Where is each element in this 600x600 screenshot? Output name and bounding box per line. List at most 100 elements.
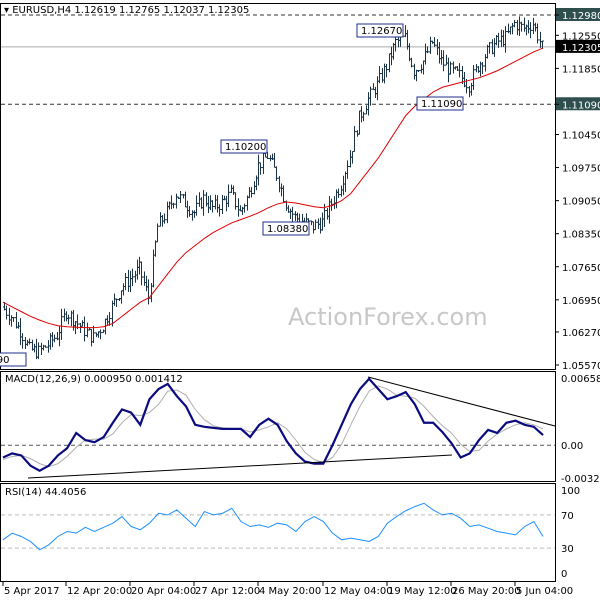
price-panel: 1.12670 1.10200 1.08380 1.11090 5690 bbox=[0, 14, 555, 367]
price-panel-frame bbox=[0, 3, 556, 370]
time-tick-label: 20 Apr 04:00 bbox=[131, 586, 196, 597]
price-bar bbox=[159, 212, 162, 227]
price-bar bbox=[312, 221, 315, 234]
price-bar bbox=[223, 195, 226, 201]
price-bar bbox=[81, 320, 84, 327]
price-annotation-label: 1.12670 bbox=[361, 26, 402, 37]
price-bar bbox=[429, 36, 432, 54]
price-bar bbox=[294, 211, 297, 222]
rsi-panel-frame bbox=[0, 483, 556, 582]
time-tick-label: 19 May 12:00 bbox=[388, 586, 457, 597]
price-bar bbox=[163, 213, 166, 224]
price-bar bbox=[58, 326, 61, 347]
price-bar bbox=[234, 192, 237, 210]
rsi-panel bbox=[1, 502, 555, 551]
macd-support-trendline bbox=[27, 454, 453, 479]
macd-line bbox=[2, 377, 544, 473]
price-tag bbox=[556, 39, 600, 53]
price-bar bbox=[353, 126, 356, 152]
price-bar bbox=[145, 275, 148, 292]
price-bar bbox=[385, 63, 388, 78]
price-bar bbox=[360, 106, 363, 123]
price-bar bbox=[449, 61, 452, 75]
price-bar bbox=[321, 212, 324, 231]
price-tick-label: 1.09050 bbox=[562, 197, 600, 208]
price-bar bbox=[378, 65, 381, 84]
price-tick-label: 1.11090 bbox=[562, 100, 600, 111]
price-bar bbox=[330, 198, 333, 211]
price-bar bbox=[136, 259, 139, 280]
price-bar bbox=[392, 42, 395, 60]
price-bar bbox=[511, 23, 514, 35]
price-tick-label: 1.06950 bbox=[562, 296, 600, 307]
price-bar bbox=[216, 195, 219, 213]
price-bar bbox=[147, 279, 150, 305]
price-bar bbox=[426, 46, 429, 54]
price-tag bbox=[556, 8, 600, 21]
price-bar bbox=[140, 261, 143, 286]
price-bar bbox=[207, 195, 210, 214]
price-bar bbox=[237, 198, 240, 217]
price-bar bbox=[317, 218, 320, 229]
price-bar bbox=[193, 210, 196, 218]
price-bar bbox=[328, 196, 331, 224]
price-bar bbox=[122, 283, 125, 296]
price-bar bbox=[250, 187, 253, 198]
time-tick-label: 26 May 20:00 bbox=[452, 586, 521, 597]
price-bar bbox=[214, 194, 217, 210]
macd-tick-label: -0.003208 bbox=[561, 474, 600, 485]
price-bar bbox=[356, 130, 359, 137]
dropdown-icon[interactable]: ▾ bbox=[4, 5, 12, 16]
price-bar bbox=[273, 152, 276, 168]
price-bar bbox=[390, 46, 393, 66]
moving-average-line bbox=[2, 47, 544, 329]
price-bar bbox=[232, 185, 235, 195]
time-tick-label: 12 Apr 20:00 bbox=[67, 586, 132, 597]
price-bar bbox=[280, 183, 283, 197]
price-bar bbox=[143, 271, 146, 286]
price-bar bbox=[319, 217, 322, 234]
price-bar bbox=[481, 61, 484, 74]
macd-tick-label: 0.00 bbox=[561, 441, 583, 452]
price-tick-label: 1.09750 bbox=[562, 164, 600, 175]
price-bar bbox=[442, 50, 445, 72]
price-bar bbox=[532, 17, 535, 34]
price-bar bbox=[65, 311, 68, 322]
price-bar bbox=[99, 329, 102, 340]
macd-panel-frame bbox=[0, 371, 556, 482]
price-bar bbox=[410, 57, 413, 68]
time-tick-label: 5 Apr 2017 bbox=[4, 586, 59, 597]
price-bar bbox=[340, 185, 343, 197]
rsi-tick-label: 100 bbox=[561, 486, 580, 497]
price-bar bbox=[374, 86, 377, 98]
price-bar bbox=[83, 316, 86, 342]
price-bar bbox=[484, 53, 487, 72]
price-bar bbox=[179, 190, 182, 204]
time-tick-label: 4 May 20:00 bbox=[259, 586, 321, 597]
price-bar bbox=[534, 22, 537, 32]
price-bar bbox=[188, 206, 191, 217]
price-bar bbox=[415, 69, 418, 82]
price-tick-label: 1.05570 bbox=[562, 361, 600, 372]
price-bar bbox=[221, 195, 224, 214]
price-bar bbox=[518, 16, 521, 37]
chart-header: ▾ EURUSD,H4 1.12619 1.12765 1.12037 1.12… bbox=[4, 5, 249, 16]
price-bar bbox=[447, 57, 450, 83]
price-bar bbox=[257, 154, 260, 186]
price-bar bbox=[115, 298, 118, 307]
price-bar bbox=[493, 38, 496, 57]
price-bar bbox=[404, 25, 407, 38]
price-bar bbox=[475, 64, 478, 73]
price-bar bbox=[60, 308, 63, 340]
symbol-label: EURUSD,H4 bbox=[12, 5, 71, 16]
price-bar bbox=[44, 345, 47, 348]
price-tick-label: 1.07650 bbox=[562, 263, 600, 274]
price-bar bbox=[388, 53, 391, 73]
price-tick-label: 1.11850 bbox=[562, 64, 600, 75]
price-bar bbox=[227, 184, 230, 208]
price-bar bbox=[106, 315, 109, 326]
price-bar bbox=[172, 202, 175, 209]
price-bar bbox=[346, 160, 349, 179]
price-bar bbox=[15, 311, 18, 329]
price-annotation-box bbox=[356, 23, 404, 38]
